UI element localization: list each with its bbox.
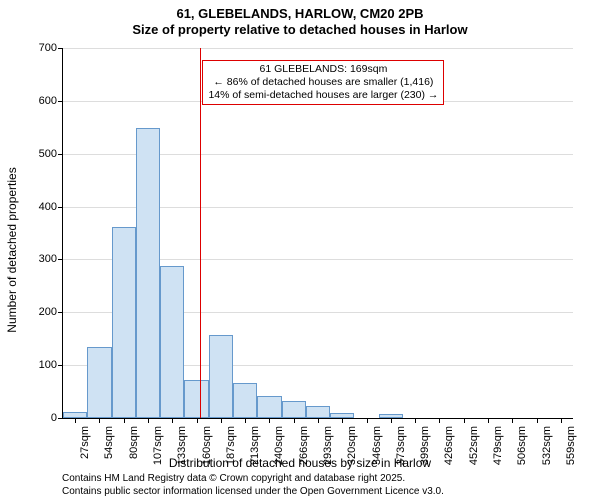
reference-line (200, 48, 201, 418)
annotation-line-1: 61 GLEBELANDS: 169sqm (208, 63, 438, 76)
ytick-label: 0 (51, 412, 57, 424)
xtick-mark (197, 418, 198, 423)
xtick-mark (294, 418, 295, 423)
ytick-mark (58, 101, 63, 102)
ytick-mark (58, 48, 63, 49)
y-axis-label: Number of detached properties (5, 167, 19, 332)
plot-area: 010020030040050060070027sqm54sqm80sqm107… (62, 48, 573, 419)
ytick-label: 300 (39, 253, 57, 265)
title-line-2: Size of property relative to detached ho… (0, 22, 600, 38)
ytick-mark (58, 259, 63, 260)
histogram-bar (160, 266, 184, 418)
xtick-mark (488, 418, 489, 423)
xtick-mark (512, 418, 513, 423)
ytick-mark (58, 154, 63, 155)
histogram-bar (87, 347, 111, 418)
xtick-mark (221, 418, 222, 423)
xtick-mark (561, 418, 562, 423)
footnote-line-2: Contains public sector information licen… (62, 486, 444, 499)
histogram-bar (184, 380, 208, 418)
xtick-mark (342, 418, 343, 423)
ytick-label: 600 (39, 95, 57, 107)
ytick-mark (58, 312, 63, 313)
xtick-mark (464, 418, 465, 423)
ytick-mark (58, 207, 63, 208)
xtick-mark (391, 418, 392, 423)
xtick-mark (537, 418, 538, 423)
xtick-mark (439, 418, 440, 423)
footnote: Contains HM Land Registry data © Crown c… (62, 473, 444, 498)
xtick-mark (415, 418, 416, 423)
xtick-label: 80sqm (128, 426, 140, 459)
histogram-bar (233, 383, 257, 418)
xtick-label: 54sqm (103, 426, 115, 459)
xtick-mark (99, 418, 100, 423)
ytick-label: 100 (39, 359, 57, 371)
ytick-mark (58, 365, 63, 366)
annotation-line-2: ← 86% of detached houses are smaller (1,… (208, 76, 438, 89)
footnote-line-1: Contains HM Land Registry data © Crown c… (62, 473, 444, 486)
x-axis-label: Distribution of detached houses by size … (0, 456, 600, 470)
annotation-box: 61 GLEBELANDS: 169sqm ← 86% of detached … (202, 60, 444, 105)
chart-title: 61, GLEBELANDS, HARLOW, CM20 2PB Size of… (0, 0, 600, 39)
histogram-bar (306, 406, 330, 418)
ytick-label: 700 (39, 42, 57, 54)
xtick-mark (172, 418, 173, 423)
xtick-mark (148, 418, 149, 423)
ytick-label: 500 (39, 148, 57, 160)
xtick-mark (367, 418, 368, 423)
histogram-bar (112, 227, 136, 418)
xtick-label: 27sqm (79, 426, 91, 459)
property-size-chart: 61, GLEBELANDS, HARLOW, CM20 2PB Size of… (0, 0, 600, 500)
histogram-bar (282, 401, 306, 418)
ytick-label: 200 (39, 306, 57, 318)
xtick-mark (75, 418, 76, 423)
xtick-mark (269, 418, 270, 423)
xtick-mark (318, 418, 319, 423)
histogram-bar (136, 128, 160, 418)
xtick-mark (245, 418, 246, 423)
title-line-1: 61, GLEBELANDS, HARLOW, CM20 2PB (0, 6, 600, 22)
gridline (63, 48, 573, 49)
xtick-mark (124, 418, 125, 423)
histogram-bar (257, 396, 281, 418)
ytick-label: 400 (39, 201, 57, 213)
annotation-line-3: 14% of semi-detached houses are larger (… (208, 89, 438, 102)
histogram-bar (209, 335, 233, 419)
ytick-mark (58, 418, 63, 419)
